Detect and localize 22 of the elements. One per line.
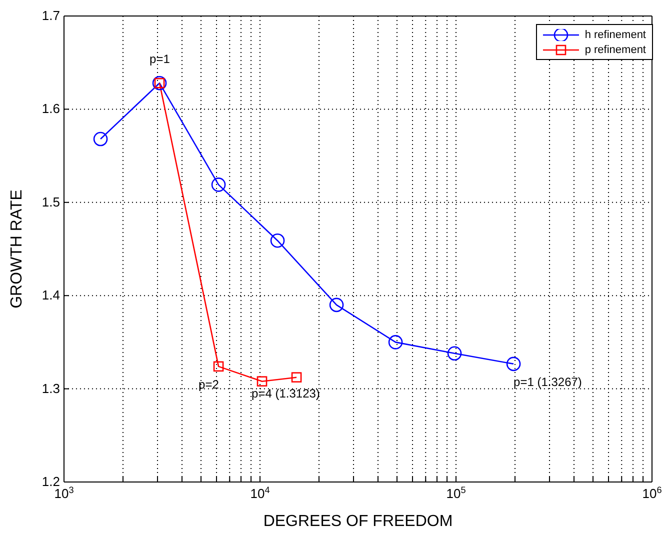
point <box>388 335 403 350</box>
point <box>93 132 108 146</box>
legend-label: p refinement <box>584 44 646 56</box>
point <box>329 298 344 312</box>
point <box>211 178 226 192</box>
point <box>270 233 285 248</box>
y-tick-label: 1.4 <box>42 288 60 303</box>
annotation: p=1 <box>150 52 170 66</box>
legend-label: h refinement <box>584 28 646 40</box>
y-tick-label: 1.3 <box>42 380 60 396</box>
annotation: p=4 (1.3123) <box>252 386 320 400</box>
y-tick-label: 1.6 <box>42 101 60 116</box>
annotation: p=2 <box>198 377 220 392</box>
x-tick-label: 10$^{5}$ <box>446 485 466 501</box>
x-axis-title: DEGREES OF FREEDOM <box>263 513 453 530</box>
point <box>506 356 521 372</box>
y-tick-label: 1.5 <box>42 194 60 210</box>
y-axis-title: GROWTH RATE <box>8 190 26 308</box>
point <box>447 346 462 361</box>
x-tick-label: 10$^{6}$ <box>642 485 662 501</box>
y-tick-label: 1.7 <box>42 8 60 23</box>
x-tick-label: 10$^{4}$ <box>250 485 270 501</box>
